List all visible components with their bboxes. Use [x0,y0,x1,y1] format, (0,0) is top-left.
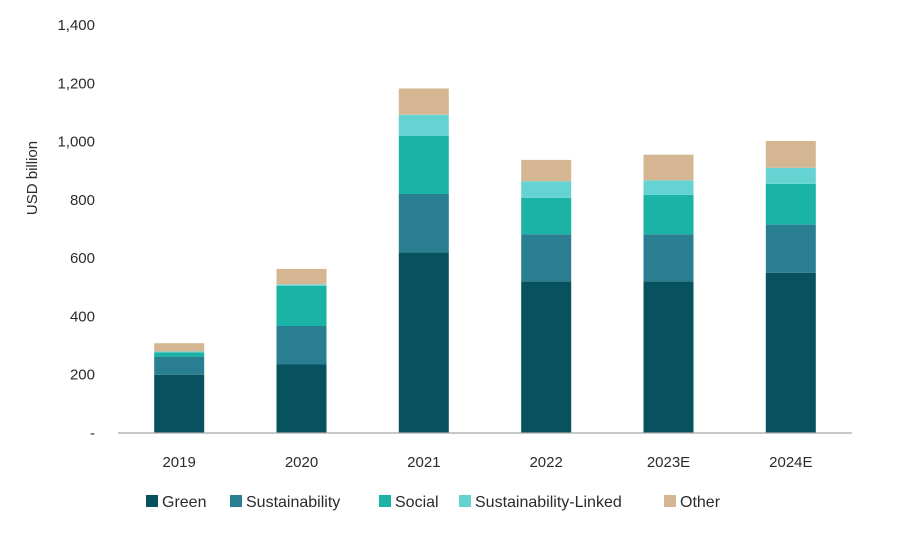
legend-swatch-social [379,495,391,507]
bars-group [154,88,816,433]
bar-segment-other-2024e [765,141,816,168]
bar-segment-green-2020 [276,364,327,433]
bar-segment-green-2019 [154,374,205,433]
x-axis-ticks: 2019 2020 2021 2022 2023E 2024E [162,454,812,471]
y-tick-label: 400 [70,308,95,325]
bar-segment-social-2020 [276,285,327,326]
bar-segment-sustainability-linked-2024e [765,167,816,184]
legend-label: Sustainability [246,494,340,511]
bar-segment-other-2020 [276,268,327,285]
y-tick-label: 1,400 [57,17,95,34]
legend-label: Other [680,494,721,511]
bar-segment-sustainability-2024e [765,224,816,273]
x-tick-label: 2023E [647,454,690,471]
x-tick-label: 2020 [285,454,318,471]
bar-segment-sustainability-linked-2022 [521,181,572,198]
x-tick-label: 2021 [407,454,440,471]
legend-swatch-other [664,495,676,507]
y-axis-title: USD billion [24,141,41,215]
legend-label: Green [162,494,206,511]
bar-segment-sustainability-2019 [154,356,205,375]
bar-segment-green-2024e [765,272,816,433]
bar-segment-sustainability-linked-2021 [398,114,449,136]
bar-segment-social-2022 [521,197,572,235]
y-tick-label: 600 [70,250,95,267]
bar-segment-green-2022 [521,281,572,433]
bar-segment-sustainability-linked-2020 [276,284,327,286]
bar-segment-other-2019 [154,343,205,352]
y-axis-ticks: - 200 400 600 800 1,000 1,200 1,400 [57,17,95,442]
bar-segment-other-2022 [521,159,572,182]
y-tick-label: 1,000 [57,134,95,151]
bar-segment-green-2021 [398,252,449,433]
bar-segment-other-2023e [643,154,694,181]
bar-segment-sustainability-2023e [643,234,694,282]
legend-swatch-green [146,495,158,507]
bar-segment-social-2023e [643,194,694,235]
bar-segment-sustainability-linked-2019 [154,351,205,353]
y-tick-label: 1,200 [57,75,95,92]
bar-segment-social-2019 [154,352,205,357]
bar-segment-sustainability-2022 [521,234,572,282]
y-tick-label: - [90,425,95,442]
legend-swatch-sustainability-linked [459,495,471,507]
bar-segment-sustainability-linked-2023e [643,180,694,195]
bar-segment-social-2021 [398,135,449,194]
x-tick-label: 2024E [769,454,812,471]
legend: Green Sustainability Social Sustainability-… [146,494,721,511]
y-tick-label: 800 [70,192,95,209]
bar-segment-sustainability-2021 [398,194,449,253]
legend-swatch-sustainability [230,495,242,507]
bar-segment-sustainability-2020 [276,326,327,365]
y-tick-label: 200 [70,367,95,384]
legend-label: Social [395,494,439,511]
legend-label: Sustainability-Linked [475,494,622,511]
bar-segment-social-2024e [765,183,816,225]
x-tick-label: 2019 [162,454,195,471]
bar-segment-other-2021 [398,88,449,115]
bar-segment-green-2023e [643,281,694,433]
x-tick-label: 2022 [529,454,562,471]
